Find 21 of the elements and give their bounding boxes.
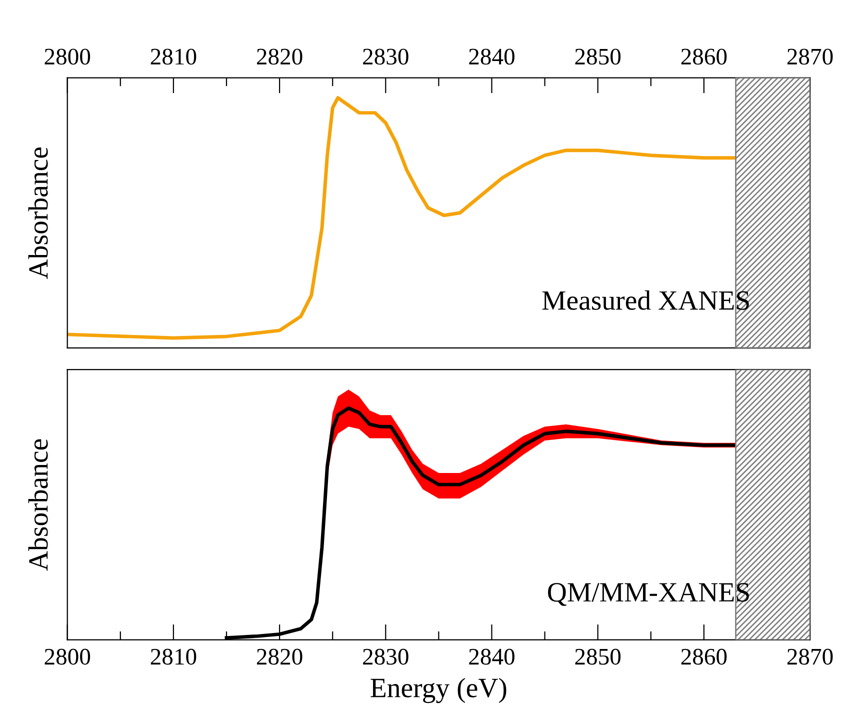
x-axis-title: Energy (eV) [370,678,506,704]
x-tick-label: 2800 [44,48,90,65]
x-tick-label: 2870 [787,48,833,65]
x-tick-label: 2840 [469,48,514,65]
y-axis-title: Absorbance [28,439,48,571]
x-tick-label: 2820 [256,48,302,65]
x-tick-label: 2860 [681,648,727,665]
annotation: QM/MM-XANES [548,583,749,606]
x-tick-label: 2860 [681,48,727,65]
x-tick-label: 2820 [256,648,302,665]
x-tick-label: 2840 [469,648,514,665]
x-tick-label: 2810 [150,48,196,65]
x-tick-label: 2830 [363,48,408,65]
x-tick-label: 2850 [575,48,621,65]
x-tick-label: 2850 [575,648,621,665]
annotation: Measured XANES [542,290,749,310]
y-axis-title: Absorbance [28,148,48,279]
x-tick-label: 2870 [787,648,833,665]
x-tick-label: 2810 [150,648,196,665]
x-tick-label: 2830 [363,648,408,665]
x-tick-label: 2800 [44,648,90,665]
